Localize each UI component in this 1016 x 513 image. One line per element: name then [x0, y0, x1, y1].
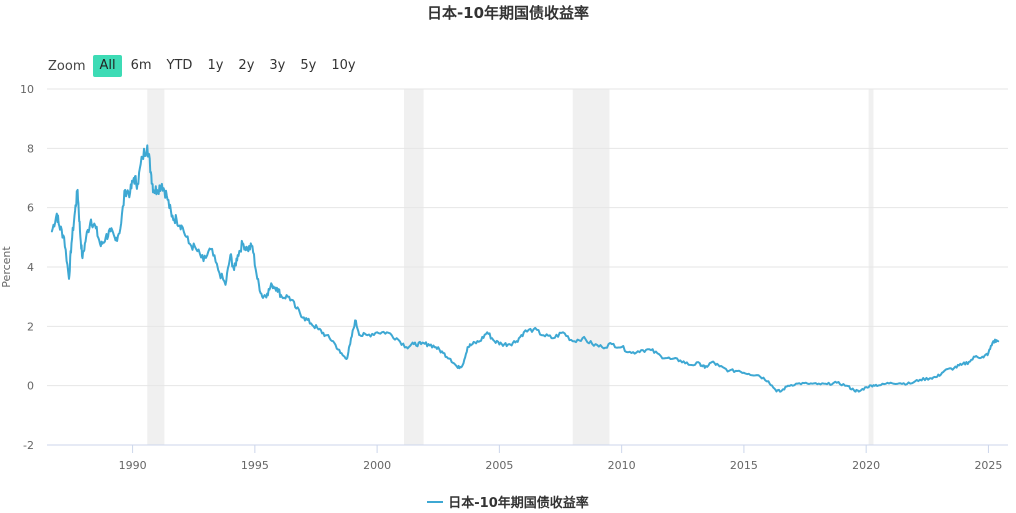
chart-title: 日本-10年期国债收益率: [426, 4, 590, 22]
range-10y-button[interactable]: 10y: [331, 58, 356, 73]
zoom-label: Zoom: [48, 58, 86, 74]
range-selector: Zoom All 6m YTD 1y 2y 3y 5y 10y: [44, 54, 365, 78]
range-ytd-button[interactable]: YTD: [166, 58, 193, 73]
x-tick-label: 2015: [730, 459, 758, 472]
range-3y-button[interactable]: 3y: [269, 58, 286, 73]
y-tick-label: 10: [20, 83, 34, 96]
range-6m-button[interactable]: 6m: [130, 58, 152, 73]
range-5y-button[interactable]: 5y: [300, 58, 317, 73]
legend-label: 日本-10年期国债收益率: [448, 496, 589, 511]
x-tick-label: 2005: [485, 459, 513, 472]
x-tick-label: 2020: [852, 459, 880, 472]
y-tick-label: 4: [27, 261, 34, 274]
x-tick-label: 1995: [241, 459, 269, 472]
x-tick-label: 2010: [608, 459, 636, 472]
legend-swatch: [427, 500, 444, 503]
series-line: [50, 144, 1000, 393]
y-tick-label: 2: [27, 320, 34, 333]
range-1y-button[interactable]: 1y: [207, 58, 224, 73]
legend[interactable]: 日本-10年期国债收益率: [0, 492, 1016, 511]
range-all-button[interactable]: All: [93, 55, 122, 77]
x-tick-label: 1990: [119, 459, 147, 472]
x-tick-label: 2000: [363, 459, 391, 472]
y-tick-label: 6: [27, 202, 34, 215]
range-2y-button[interactable]: 2y: [238, 58, 255, 73]
y-tick-label: 8: [27, 142, 34, 155]
y-axis-title: Percent: [0, 246, 13, 288]
y-tick-label: 0: [27, 380, 34, 393]
x-tick-label: 2025: [974, 459, 1002, 472]
y-tick-label: -2: [23, 439, 34, 452]
